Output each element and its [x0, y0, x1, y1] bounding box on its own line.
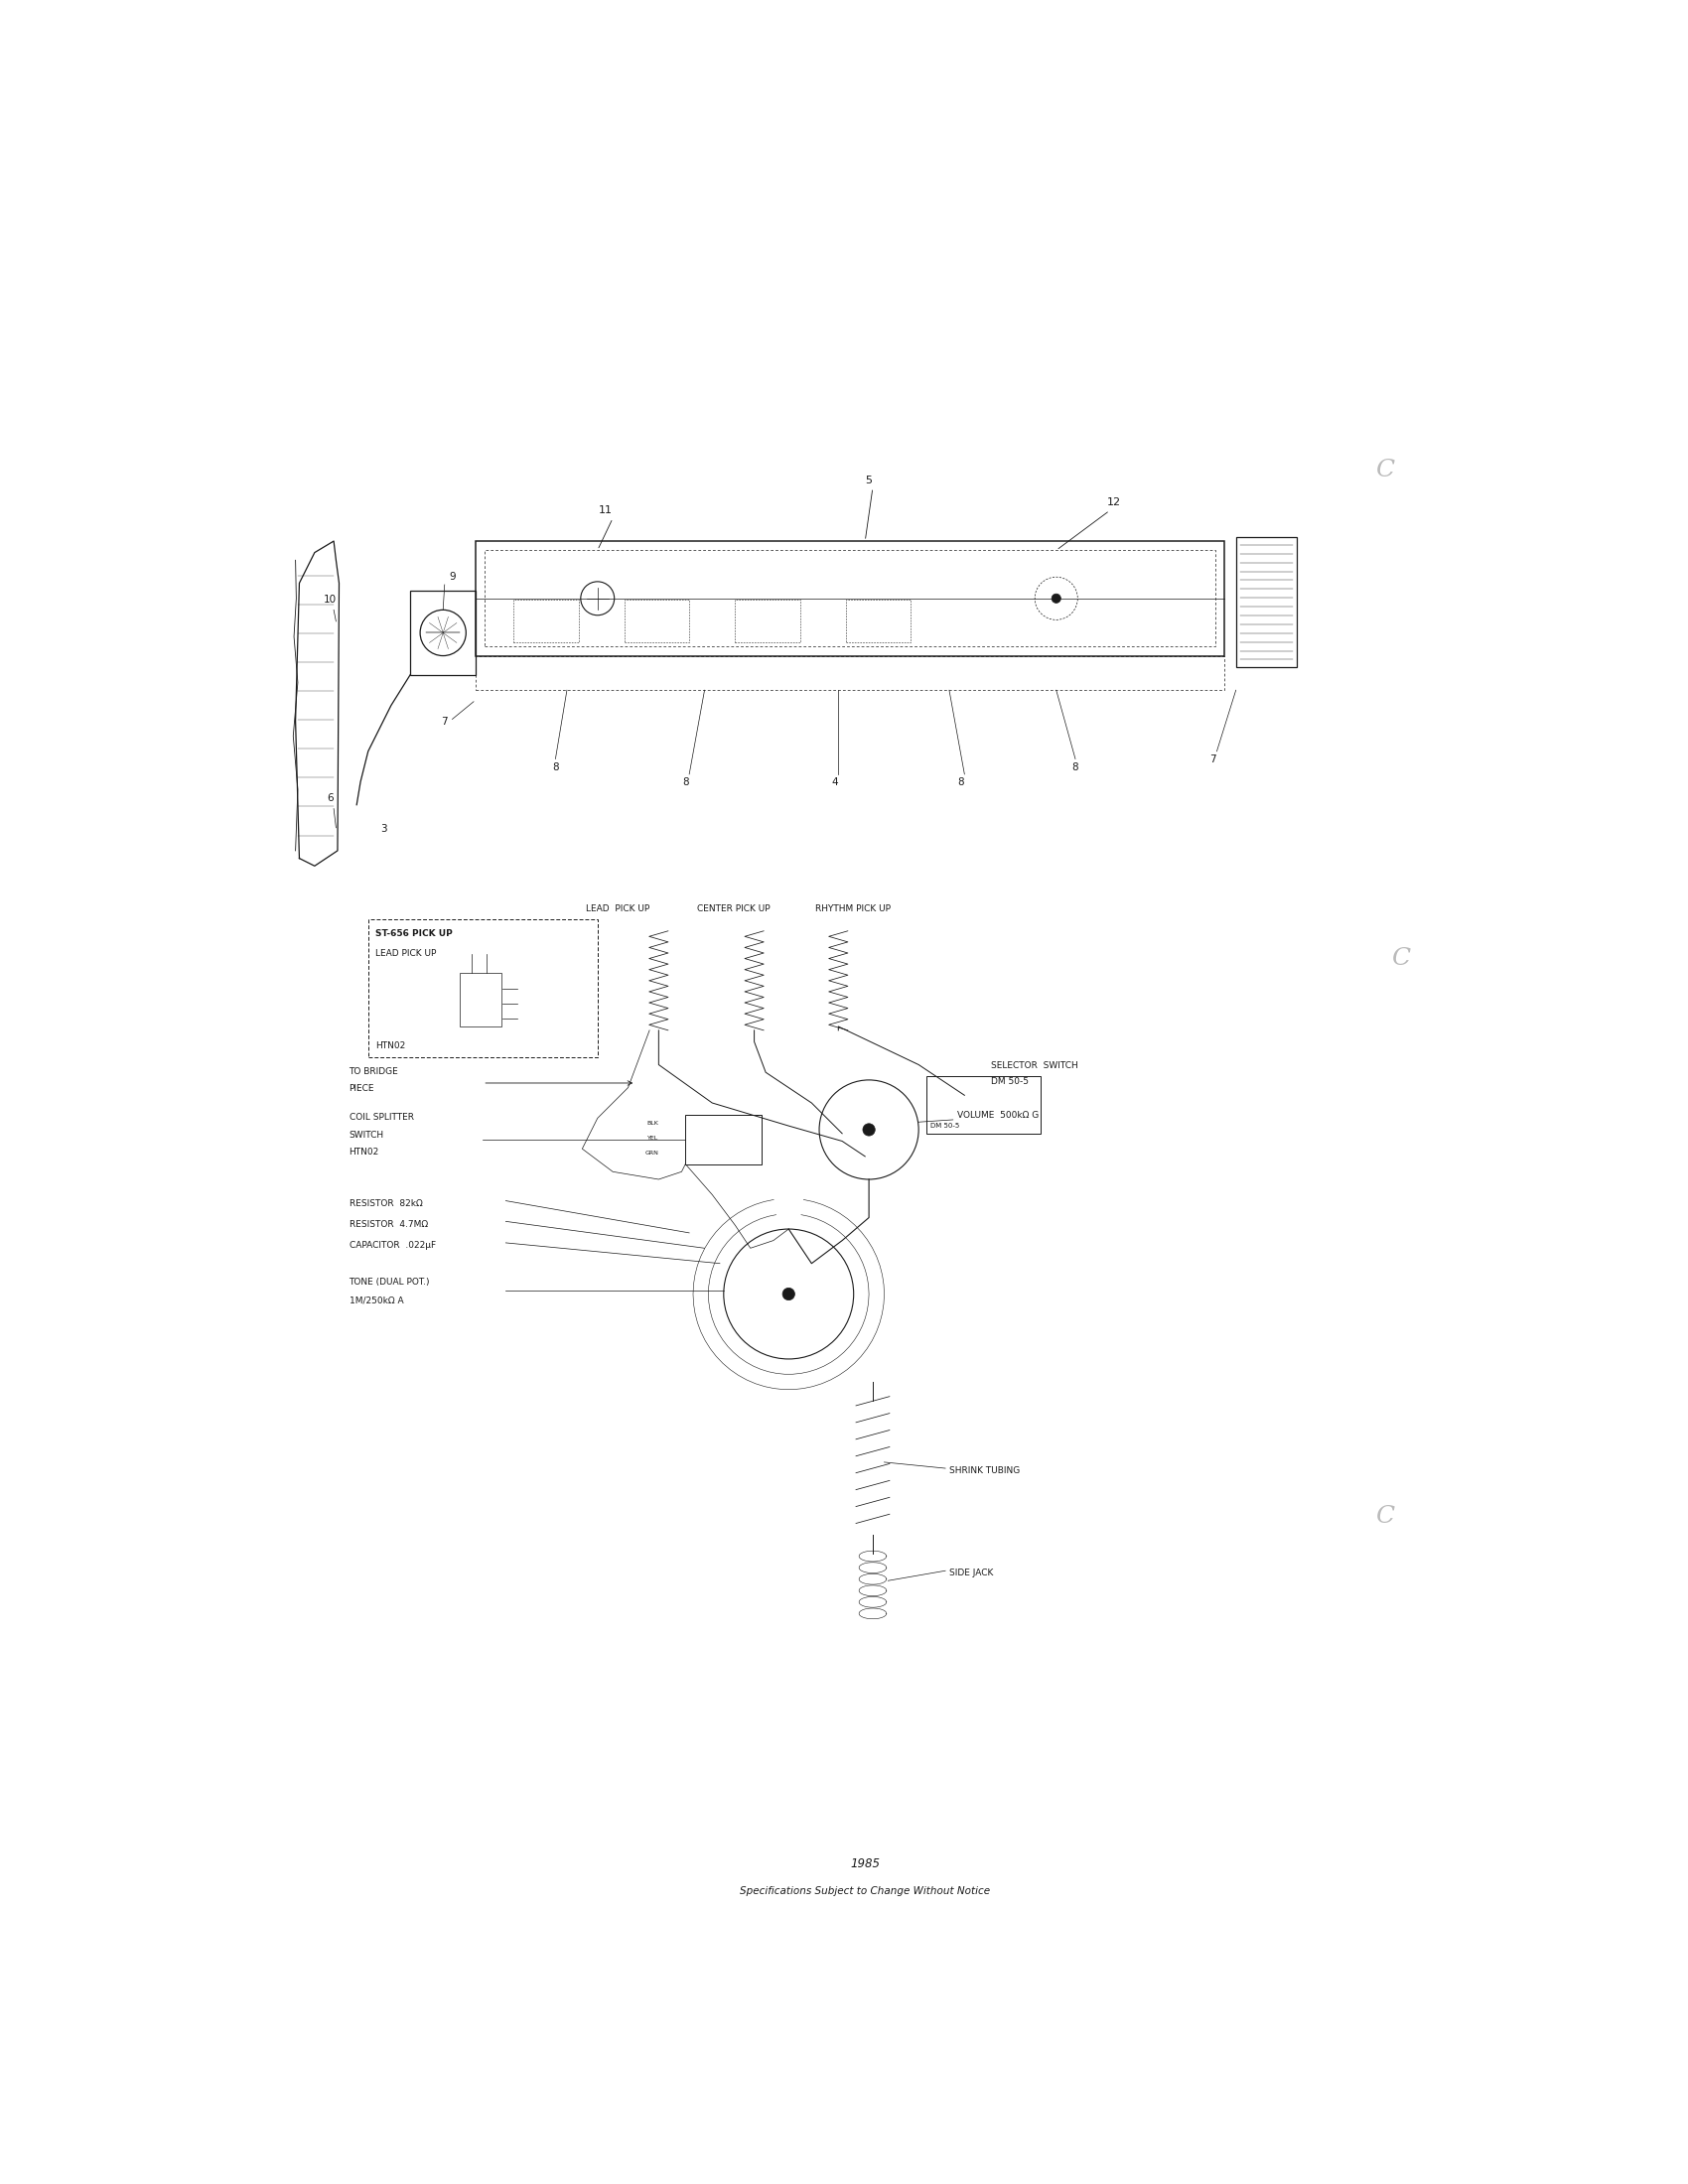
Text: 1985: 1985 [851, 1856, 879, 1870]
Circle shape [863, 1123, 874, 1136]
Text: SELECTOR  SWITCH: SELECTOR SWITCH [991, 1061, 1079, 1070]
Text: C: C [1376, 459, 1394, 480]
Text: BLK: BLK [647, 1120, 658, 1125]
Text: 5: 5 [866, 476, 873, 485]
Text: 8: 8 [552, 762, 559, 773]
Bar [736, 601, 800, 642]
Bar [368, 919, 598, 1057]
Bar [459, 974, 501, 1026]
Circle shape [1052, 594, 1060, 603]
Text: TONE (DUAL POT.): TONE (DUAL POT.) [349, 1278, 430, 1286]
Text: HTN02: HTN02 [349, 1149, 380, 1158]
Text: C: C [1391, 948, 1409, 970]
Text: 3: 3 [380, 823, 387, 834]
Bar [927, 1077, 1041, 1133]
Bar [846, 601, 912, 642]
Text: 11: 11 [598, 505, 613, 515]
Bar [685, 1114, 761, 1164]
Text: GRN: GRN [645, 1151, 658, 1155]
Text: HTN02: HTN02 [376, 1042, 405, 1051]
Text: TO BRIDGE: TO BRIDGE [349, 1068, 398, 1077]
Text: 12: 12 [1107, 498, 1121, 507]
Bar [625, 601, 689, 642]
Text: VOLUME  500kΩ G: VOLUME 500kΩ G [957, 1112, 1038, 1120]
Text: RESISTOR  82kΩ: RESISTOR 82kΩ [349, 1199, 422, 1208]
Text: LEAD  PICK UP: LEAD PICK UP [586, 904, 650, 913]
Text: 1M/250kΩ A: 1M/250kΩ A [349, 1297, 403, 1306]
Text: 7: 7 [1210, 756, 1217, 764]
Text: C: C [1376, 1505, 1394, 1529]
Bar [410, 590, 476, 675]
Text: DM 50-5: DM 50-5 [991, 1077, 1030, 1085]
Text: RESISTOR  4.7MΩ: RESISTOR 4.7MΩ [349, 1221, 427, 1230]
Text: 8: 8 [957, 778, 964, 788]
Text: 7: 7 [441, 716, 447, 727]
Bar [513, 601, 579, 642]
Text: 8: 8 [682, 778, 689, 788]
Text: CENTER PICK UP: CENTER PICK UP [697, 904, 770, 913]
Text: SIDE JACK: SIDE JACK [949, 1568, 993, 1577]
Text: COIL SPLITTER: COIL SPLITTER [349, 1114, 414, 1123]
Text: 4: 4 [830, 778, 837, 788]
Text: CAPACITOR  .022μF: CAPACITOR .022μF [349, 1241, 436, 1249]
Text: Specifications Subject to Change Without Notice: Specifications Subject to Change Without… [739, 1887, 991, 1896]
Bar [484, 550, 1215, 646]
Text: RHYTHM PICK UP: RHYTHM PICK UP [815, 904, 891, 913]
Text: SWITCH: SWITCH [349, 1131, 383, 1140]
Text: PIECE: PIECE [349, 1085, 375, 1094]
Text: ST-656 PICK UP: ST-656 PICK UP [376, 930, 452, 939]
Text: LEAD PICK UP: LEAD PICK UP [376, 950, 437, 959]
Bar [1236, 537, 1296, 668]
Text: 6: 6 [326, 793, 333, 804]
Text: YEL: YEL [648, 1136, 658, 1140]
Bar [476, 542, 1224, 655]
Text: SHRINK TUBING: SHRINK TUBING [949, 1468, 1020, 1476]
Text: 8: 8 [1072, 762, 1079, 773]
Text: 10: 10 [324, 594, 336, 605]
Text: 9: 9 [449, 572, 456, 581]
Text: DM 50-5: DM 50-5 [930, 1123, 959, 1129]
Circle shape [783, 1289, 795, 1299]
Bar [476, 655, 1224, 690]
